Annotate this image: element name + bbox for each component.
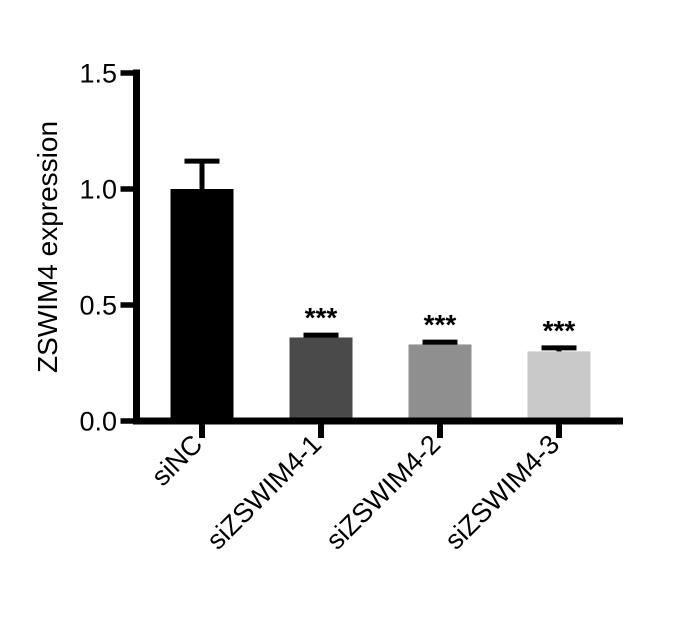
x-category-label-siNC: siNC bbox=[146, 429, 209, 492]
significance-stars-siZSWIM4-2: *** bbox=[424, 309, 457, 340]
significance-stars-siZSWIM4-1: *** bbox=[305, 302, 338, 333]
y-axis-title: ZSWIM4 expression bbox=[32, 121, 63, 373]
x-category-label-siZSWIM4-1: siZSWIM4-1 bbox=[201, 429, 327, 555]
bar-siZSWIM4-3 bbox=[527, 351, 591, 425]
significance-stars-siZSWIM4-3: *** bbox=[543, 315, 576, 346]
x-category-label-siZSWIM4-2: siZSWIM4-2 bbox=[320, 429, 446, 555]
bar-siZSWIM4-1 bbox=[289, 337, 353, 425]
bar-siZSWIM4-2 bbox=[408, 344, 472, 425]
bar-siNC bbox=[170, 189, 234, 425]
y-tick-label-1.5: 1.5 bbox=[79, 59, 117, 89]
y-tick-label-0.0: 0.0 bbox=[79, 407, 117, 437]
y-tick-label-1.0: 1.0 bbox=[79, 175, 117, 205]
y-tick-label-0.5: 0.5 bbox=[79, 291, 117, 321]
x-category-label-siZSWIM4-3: siZSWIM4-3 bbox=[439, 429, 565, 555]
